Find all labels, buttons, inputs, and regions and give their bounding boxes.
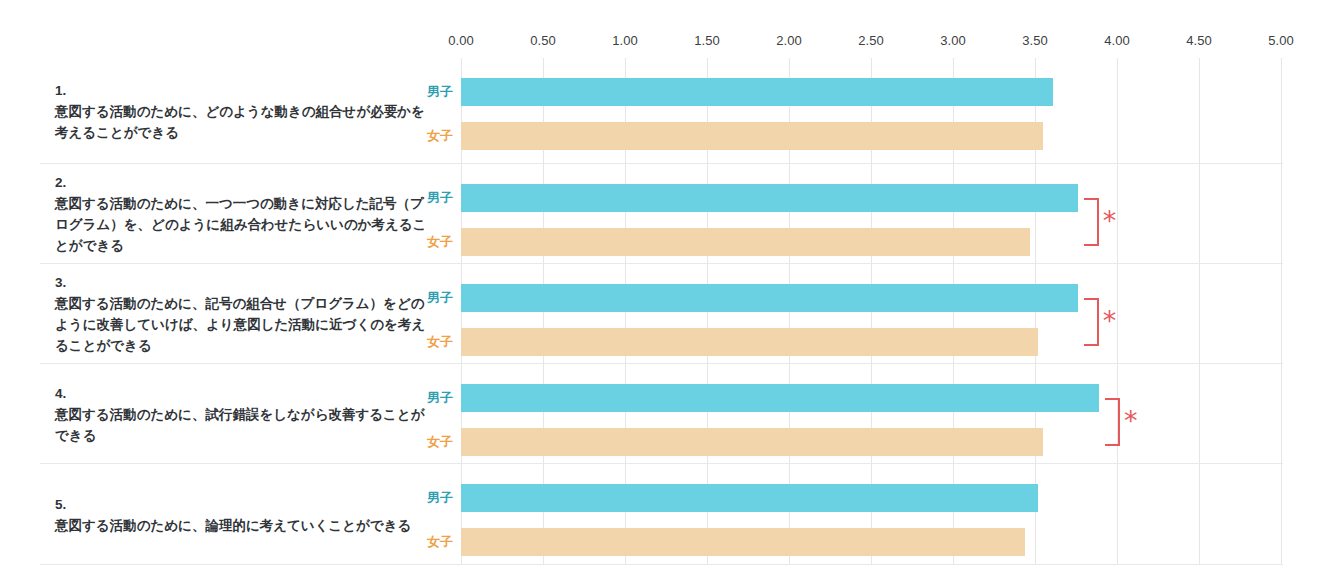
male-bar <box>461 384 1099 412</box>
female-bar <box>461 428 1043 456</box>
significance-bracket <box>1084 198 1099 246</box>
significance-asterisk: * <box>1103 307 1117 334</box>
question-label: 意図する活動のために、記号の組合せ（プログラム）をどのように改善していけば、より… <box>55 293 427 356</box>
x-axis-tick-label: 1.00 <box>584 33 666 49</box>
question-label: 意図する活動のために、どのような動きの組合せが必要かを考えることができる <box>55 101 427 143</box>
x-axis-tick-label: 1.50 <box>666 33 748 49</box>
male-series-label: 男子 <box>383 289 453 307</box>
female-bar <box>461 528 1025 556</box>
question-number: 2. <box>55 172 427 193</box>
female-series-label: 女子 <box>383 433 453 451</box>
male-bar <box>461 78 1053 106</box>
male-bar <box>461 284 1078 312</box>
x-axis-tick-label: 5.00 <box>1240 33 1322 49</box>
survey-bar-chart: 0.000.501.001.502.002.503.003.504.004.50… <box>0 0 1323 584</box>
female-series-label: 女子 <box>383 127 453 145</box>
x-axis-tick-label: 0.00 <box>420 33 502 49</box>
question-text: 4.意図する活動のために、試行錯誤をしながら改善することができる <box>55 364 427 464</box>
male-series-label: 男子 <box>383 389 453 407</box>
question-number: 3. <box>55 272 427 293</box>
question-number: 4. <box>55 383 427 404</box>
male-bar <box>461 184 1078 212</box>
question-label: 意図する活動のために、論理的に考えていくことができる <box>55 515 427 536</box>
chart-row: 5.意図する活動のために、論理的に考えていくことができる男子女子 <box>0 464 1323 565</box>
male-series-label: 男子 <box>383 189 453 207</box>
question-text: 1.意図する活動のために、どのような動きの組合せが必要かを考えることができる <box>55 58 427 164</box>
question-label: 意図する活動のために、試行錯誤をしながら改善することができる <box>55 404 427 446</box>
significance-bracket <box>1084 298 1099 346</box>
chart-row: 1.意図する活動のために、どのような動きの組合せが必要かを考えることができる男子… <box>0 58 1323 164</box>
chart-row: 4.意図する活動のために、試行錯誤をしながら改善することができる男子女子 * <box>0 364 1323 464</box>
female-series-label: 女子 <box>383 533 453 551</box>
question-text: 3.意図する活動のために、記号の組合せ（プログラム）をどのように改善していけば、… <box>55 264 427 364</box>
x-axis-tick-label: 2.50 <box>830 33 912 49</box>
question-number: 1. <box>55 80 427 101</box>
male-series-label: 男子 <box>383 83 453 101</box>
x-axis-tick-label: 2.00 <box>748 33 830 49</box>
question-number: 5. <box>55 494 427 515</box>
significance-asterisk: * <box>1124 407 1138 434</box>
female-bar <box>461 122 1043 150</box>
x-axis-tick-label: 3.50 <box>994 33 1076 49</box>
x-axis-tick-label: 4.50 <box>1158 33 1240 49</box>
female-bar <box>461 328 1038 356</box>
question-text: 5.意図する活動のために、論理的に考えていくことができる <box>55 464 427 565</box>
significance-asterisk: * <box>1103 207 1117 234</box>
question-label: 意図する活動のために、一つ一つの動きに対応した記号（プログラム）を、どのように組… <box>55 193 427 256</box>
female-bar <box>461 228 1030 256</box>
chart-row: 3.意図する活動のために、記号の組合せ（プログラム）をどのように改善していけば、… <box>0 264 1323 364</box>
male-bar <box>461 484 1038 512</box>
chart-row: 2.意図する活動のために、一つ一つの動きに対応した記号（プログラム）を、どのよう… <box>0 164 1323 264</box>
x-axis-tick-label: 4.00 <box>1076 33 1158 49</box>
male-series-label: 男子 <box>383 489 453 507</box>
x-axis-tick-label: 3.00 <box>912 33 994 49</box>
significance-bracket <box>1105 398 1120 446</box>
female-series-label: 女子 <box>383 233 453 251</box>
female-series-label: 女子 <box>383 333 453 351</box>
question-text: 2.意図する活動のために、一つ一つの動きに対応した記号（プログラム）を、どのよう… <box>55 164 427 264</box>
x-axis-tick-label: 0.50 <box>502 33 584 49</box>
